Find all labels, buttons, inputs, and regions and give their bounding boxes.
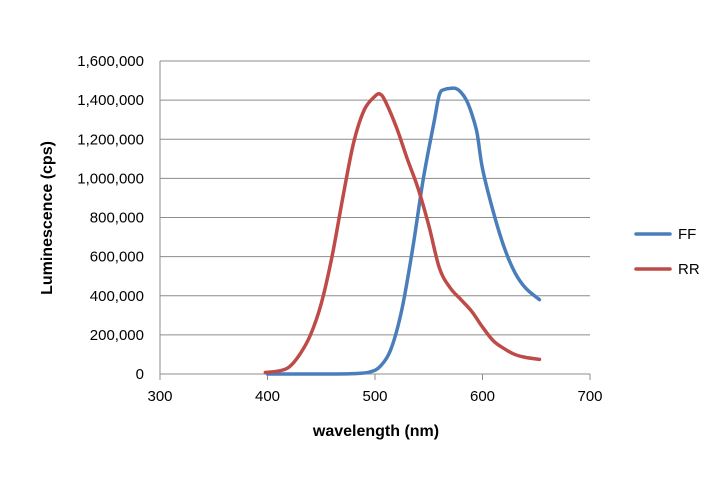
y-tick-label: 1,200,000 xyxy=(77,131,144,148)
y-tick-label: 0 xyxy=(136,366,144,383)
x-tick-label: 400 xyxy=(255,388,280,405)
x-tick-label: 600 xyxy=(470,388,495,405)
y-tick-label: 1,000,000 xyxy=(77,170,144,187)
y-tick-label: 600,000 xyxy=(90,249,144,266)
axes xyxy=(159,61,591,380)
legend-label-ff: FF xyxy=(678,226,696,243)
gridlines xyxy=(160,60,590,336)
x-axis-title: wavelength (nm) xyxy=(312,423,439,440)
x-tick-label: 500 xyxy=(362,388,387,405)
legend: FF RR xyxy=(634,226,700,278)
y-tick-label: 800,000 xyxy=(90,210,144,227)
data-series xyxy=(263,86,542,376)
y-tick-label: 200,000 xyxy=(90,327,144,344)
y-tick-labels: 0 200,000 400,000 600,000 800,000 1,000,000 1,… xyxy=(77,53,144,383)
y-tick-label: 1,400,000 xyxy=(77,92,144,109)
x-tick-label: 300 xyxy=(147,388,172,405)
x-tick-labels: 300 400 500 600 700 xyxy=(147,388,602,405)
y-tick-label: 400,000 xyxy=(90,288,144,305)
series-line-rr xyxy=(263,92,542,375)
y-tick-label: 1,600,000 xyxy=(77,53,144,70)
legend-label-rr: RR xyxy=(678,261,700,278)
y-axis-title: Luminescence (cps) xyxy=(39,141,56,295)
series-line-ff xyxy=(265,86,542,376)
x-tick-label: 700 xyxy=(577,388,602,405)
